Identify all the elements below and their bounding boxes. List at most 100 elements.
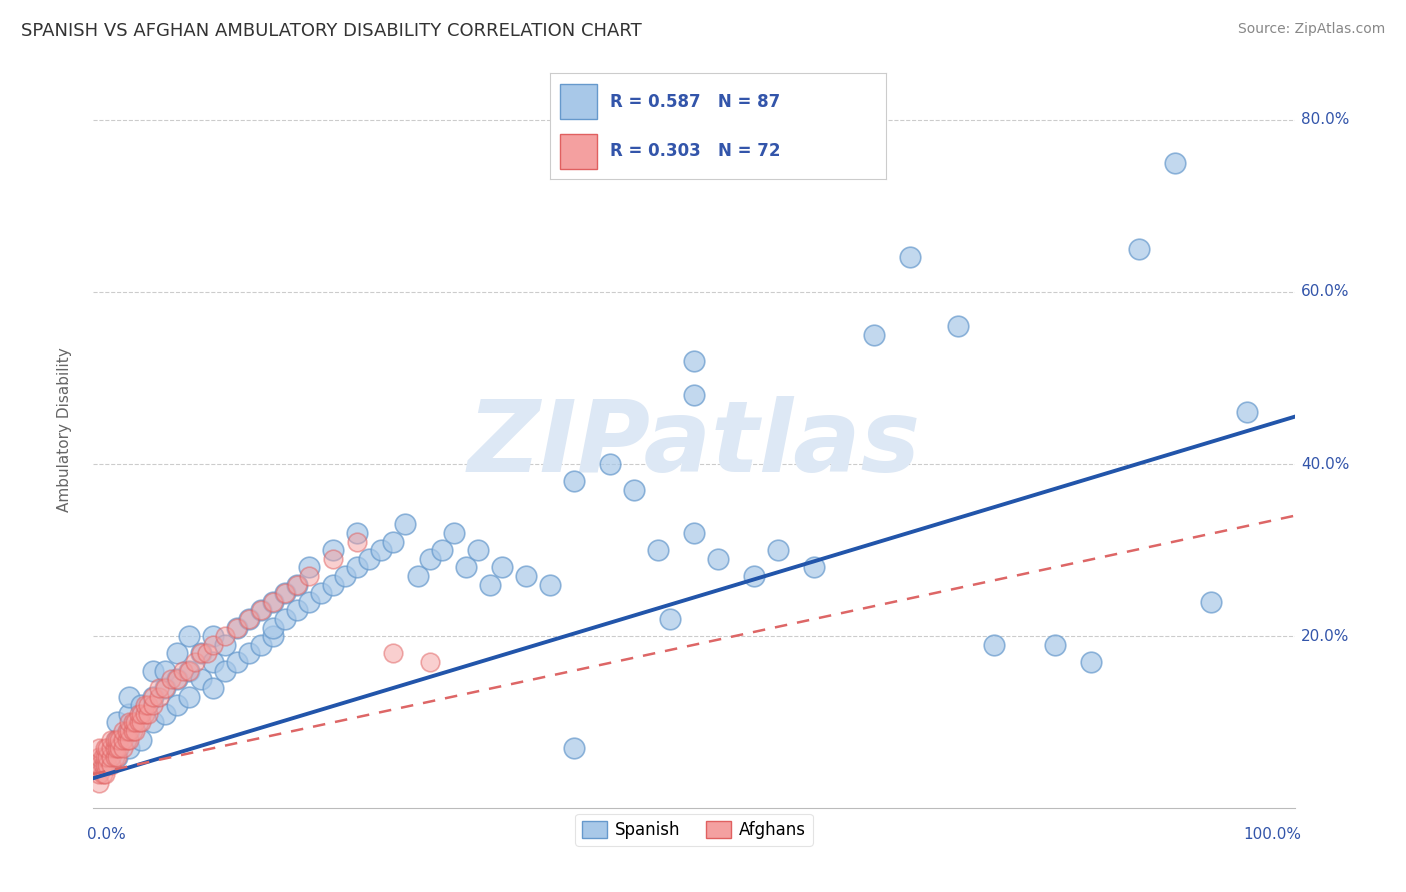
Point <box>346 534 368 549</box>
Point <box>87 775 110 789</box>
Point <box>190 673 212 687</box>
Point <box>658 612 681 626</box>
Point <box>262 595 284 609</box>
Point <box>898 251 921 265</box>
Point <box>285 577 308 591</box>
Point <box>683 525 706 540</box>
Point <box>118 690 141 704</box>
Point <box>108 741 131 756</box>
Point <box>226 621 249 635</box>
Point <box>538 577 561 591</box>
Point <box>142 690 165 704</box>
Point <box>322 551 344 566</box>
Point <box>250 603 273 617</box>
Point <box>195 647 218 661</box>
Point <box>562 741 585 756</box>
Point <box>683 388 706 402</box>
Point <box>491 560 513 574</box>
Point <box>322 577 344 591</box>
Point <box>179 690 201 704</box>
Point <box>226 655 249 669</box>
Point <box>863 327 886 342</box>
Point <box>346 560 368 574</box>
Y-axis label: Ambulatory Disability: Ambulatory Disability <box>58 347 72 512</box>
Point <box>382 534 405 549</box>
Point <box>322 543 344 558</box>
Point <box>94 758 117 772</box>
Point <box>100 732 122 747</box>
Point <box>104 741 127 756</box>
Text: 40.0%: 40.0% <box>1301 457 1350 472</box>
Point <box>262 621 284 635</box>
Point <box>1236 405 1258 419</box>
Point <box>179 629 201 643</box>
Point <box>1080 655 1102 669</box>
Point <box>134 698 156 712</box>
Point <box>179 664 201 678</box>
Point <box>683 353 706 368</box>
Point <box>599 457 621 471</box>
Point <box>184 655 207 669</box>
Point <box>238 612 260 626</box>
Point <box>298 569 321 583</box>
Point <box>238 647 260 661</box>
Point <box>108 732 131 747</box>
Point <box>647 543 669 558</box>
Point <box>121 723 143 738</box>
Point <box>160 673 183 687</box>
Point <box>118 715 141 730</box>
Point <box>285 577 308 591</box>
Point <box>129 732 152 747</box>
Point <box>115 723 138 738</box>
Point <box>129 706 152 721</box>
Point <box>166 673 188 687</box>
Point <box>112 732 135 747</box>
Point <box>707 551 730 566</box>
Point <box>346 525 368 540</box>
Point <box>202 629 225 643</box>
Point <box>96 749 118 764</box>
Point <box>430 543 453 558</box>
Point <box>121 715 143 730</box>
Point <box>115 732 138 747</box>
Point <box>105 749 128 764</box>
Point <box>104 732 127 747</box>
Point <box>214 629 236 643</box>
Point <box>238 612 260 626</box>
Point <box>128 706 150 721</box>
Point <box>112 723 135 738</box>
Point <box>250 638 273 652</box>
Point <box>623 483 645 497</box>
Point <box>100 758 122 772</box>
Text: 20.0%: 20.0% <box>1301 629 1350 644</box>
Point <box>153 681 176 695</box>
Point <box>274 586 297 600</box>
Point <box>96 741 118 756</box>
Point <box>1043 638 1066 652</box>
Point <box>172 664 194 678</box>
Text: 80.0%: 80.0% <box>1301 112 1350 127</box>
Point <box>454 560 477 574</box>
Point <box>214 664 236 678</box>
Point <box>419 655 441 669</box>
Point <box>948 319 970 334</box>
Point <box>467 543 489 558</box>
Point <box>406 569 429 583</box>
Point <box>166 698 188 712</box>
Text: SPANISH VS AFGHAN AMBULATORY DISABILITY CORRELATION CHART: SPANISH VS AFGHAN AMBULATORY DISABILITY … <box>21 22 643 40</box>
Point <box>202 681 225 695</box>
Point <box>105 732 128 747</box>
Point <box>179 664 201 678</box>
Point <box>112 741 135 756</box>
Point <box>94 741 117 756</box>
Point <box>370 543 392 558</box>
Point <box>118 732 141 747</box>
Point <box>124 723 146 738</box>
Point <box>202 655 225 669</box>
Point <box>128 715 150 730</box>
Point <box>136 706 159 721</box>
Point <box>118 723 141 738</box>
Point <box>87 749 110 764</box>
Point <box>94 767 117 781</box>
Text: 0.0%: 0.0% <box>87 828 125 842</box>
